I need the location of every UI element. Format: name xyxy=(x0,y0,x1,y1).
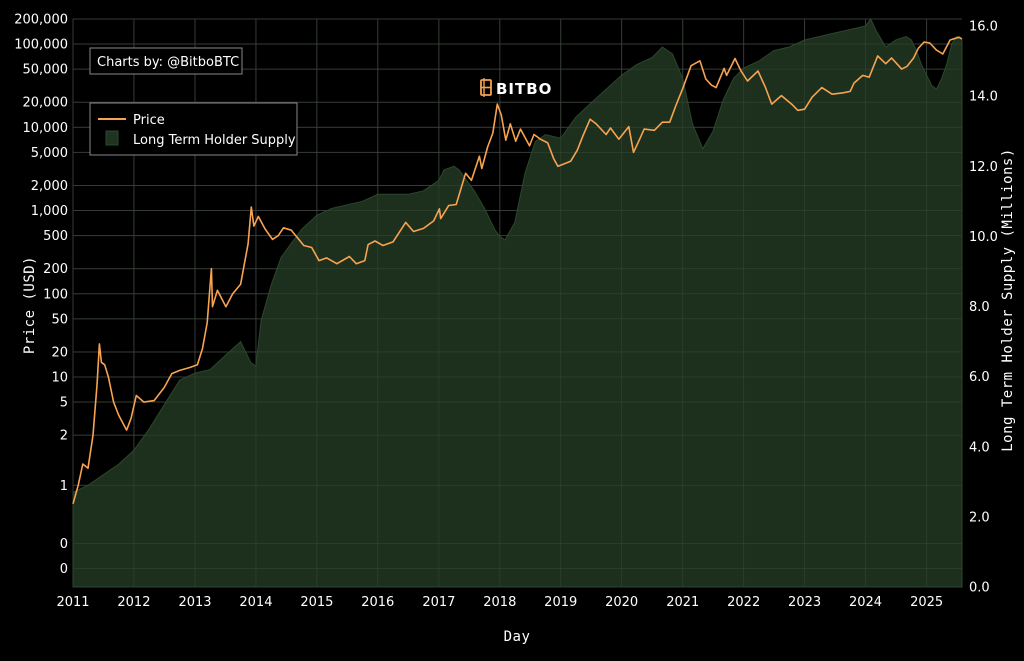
y-axis-ticks: 0 0 1 2 5 10 20 50 100 200 500 1,000 2,000 5,000 10,00… xyxy=(14,13,68,578)
credit-box[interactable]: Charts by: @BitboBTC xyxy=(89,47,243,75)
legend-border xyxy=(89,102,298,156)
y-tick-label: 200 xyxy=(43,262,68,277)
y-tick-label: 5,000 xyxy=(31,146,68,161)
x-tick-label: 2011 xyxy=(56,595,89,610)
price-line xyxy=(72,36,963,505)
x-tick-label: 2023 xyxy=(788,595,821,610)
credit-text: Charts by: @BitboBTC xyxy=(97,55,239,70)
price-line-layer xyxy=(72,36,963,505)
y2-tick-label: 10.0 xyxy=(969,230,998,245)
y2-axis-title: Long Term Holder Supply (Millions) xyxy=(1000,148,1016,452)
x-tick-label: 2024 xyxy=(849,595,882,610)
y2-tick-label: 6.0 xyxy=(969,370,990,385)
y2-tick-label: 0.0 xyxy=(969,581,990,596)
x-tick-label: 2017 xyxy=(422,595,455,610)
x-tick-label: 2020 xyxy=(605,595,638,610)
y2-tick-label: 4.0 xyxy=(969,440,990,455)
x-tick-label: 2019 xyxy=(544,595,577,610)
y2-tick-label: 12.0 xyxy=(969,160,998,175)
watermark: BITBO xyxy=(480,78,552,98)
legend-supply-swatch xyxy=(105,130,119,146)
y-tick-label: 50,000 xyxy=(23,63,69,78)
y2-tick-label: 14.0 xyxy=(969,90,998,105)
y-tick-label: 100,000 xyxy=(14,38,68,53)
y-tick-label: 100 xyxy=(43,287,68,302)
x-tick-label: 2018 xyxy=(483,595,516,610)
y-tick-label: 0 xyxy=(60,562,68,577)
y2-tick-label: 8.0 xyxy=(969,300,990,315)
y-tick-label: 50 xyxy=(51,312,68,327)
y-tick-label: 2,000 xyxy=(31,179,68,194)
x-tick-label: 2021 xyxy=(666,595,699,610)
x-axis-title: Day xyxy=(504,629,531,645)
y2-tick-label: 2.0 xyxy=(969,510,990,525)
y-tick-label: 20 xyxy=(51,345,68,360)
y-axis-title: Price (USD) xyxy=(22,256,38,354)
y-tick-label: 1,000 xyxy=(31,204,68,219)
y2-axis-ticks: 0.0 2.0 4.0 6.0 8.0 10.0 12.0 14.0 16.0 xyxy=(969,20,998,596)
y-tick-label: 20,000 xyxy=(23,96,69,111)
x-tick-label: 2015 xyxy=(300,595,333,610)
legend-price-label: Price xyxy=(133,113,165,128)
y-tick-label: 10 xyxy=(51,371,68,386)
supply-area-layer xyxy=(72,18,963,588)
y-tick-label: 10,000 xyxy=(23,121,69,136)
x-tick-label: 2016 xyxy=(361,595,394,610)
y-tick-label: 500 xyxy=(43,229,68,244)
x-tick-label: 2022 xyxy=(727,595,760,610)
x-axis-ticks: 2011 2012 2013 2014 2015 2016 2017 2018 2019 2020… xyxy=(56,595,943,610)
x-tick-label: 2025 xyxy=(910,595,943,610)
y-tick-label: 5 xyxy=(60,396,68,411)
x-tick-label: 2014 xyxy=(239,595,272,610)
legend[interactable]: Price Long Term Holder Supply xyxy=(89,102,298,156)
credit-box-border xyxy=(89,47,243,75)
bitbo-logo-icon xyxy=(480,78,492,97)
y-tick-label: 0 xyxy=(60,537,68,552)
x-tick-label: 2012 xyxy=(117,595,150,610)
legend-supply-label: Long Term Holder Supply xyxy=(133,133,296,148)
y-tick-label: 200,000 xyxy=(14,13,68,28)
y-tick-label: 1 xyxy=(60,479,68,494)
y-tick-label: 2 xyxy=(60,429,68,444)
watermark-text: BITBO xyxy=(496,80,552,98)
x-tick-label: 2013 xyxy=(178,595,211,610)
y2-tick-label: 16.0 xyxy=(969,20,998,35)
